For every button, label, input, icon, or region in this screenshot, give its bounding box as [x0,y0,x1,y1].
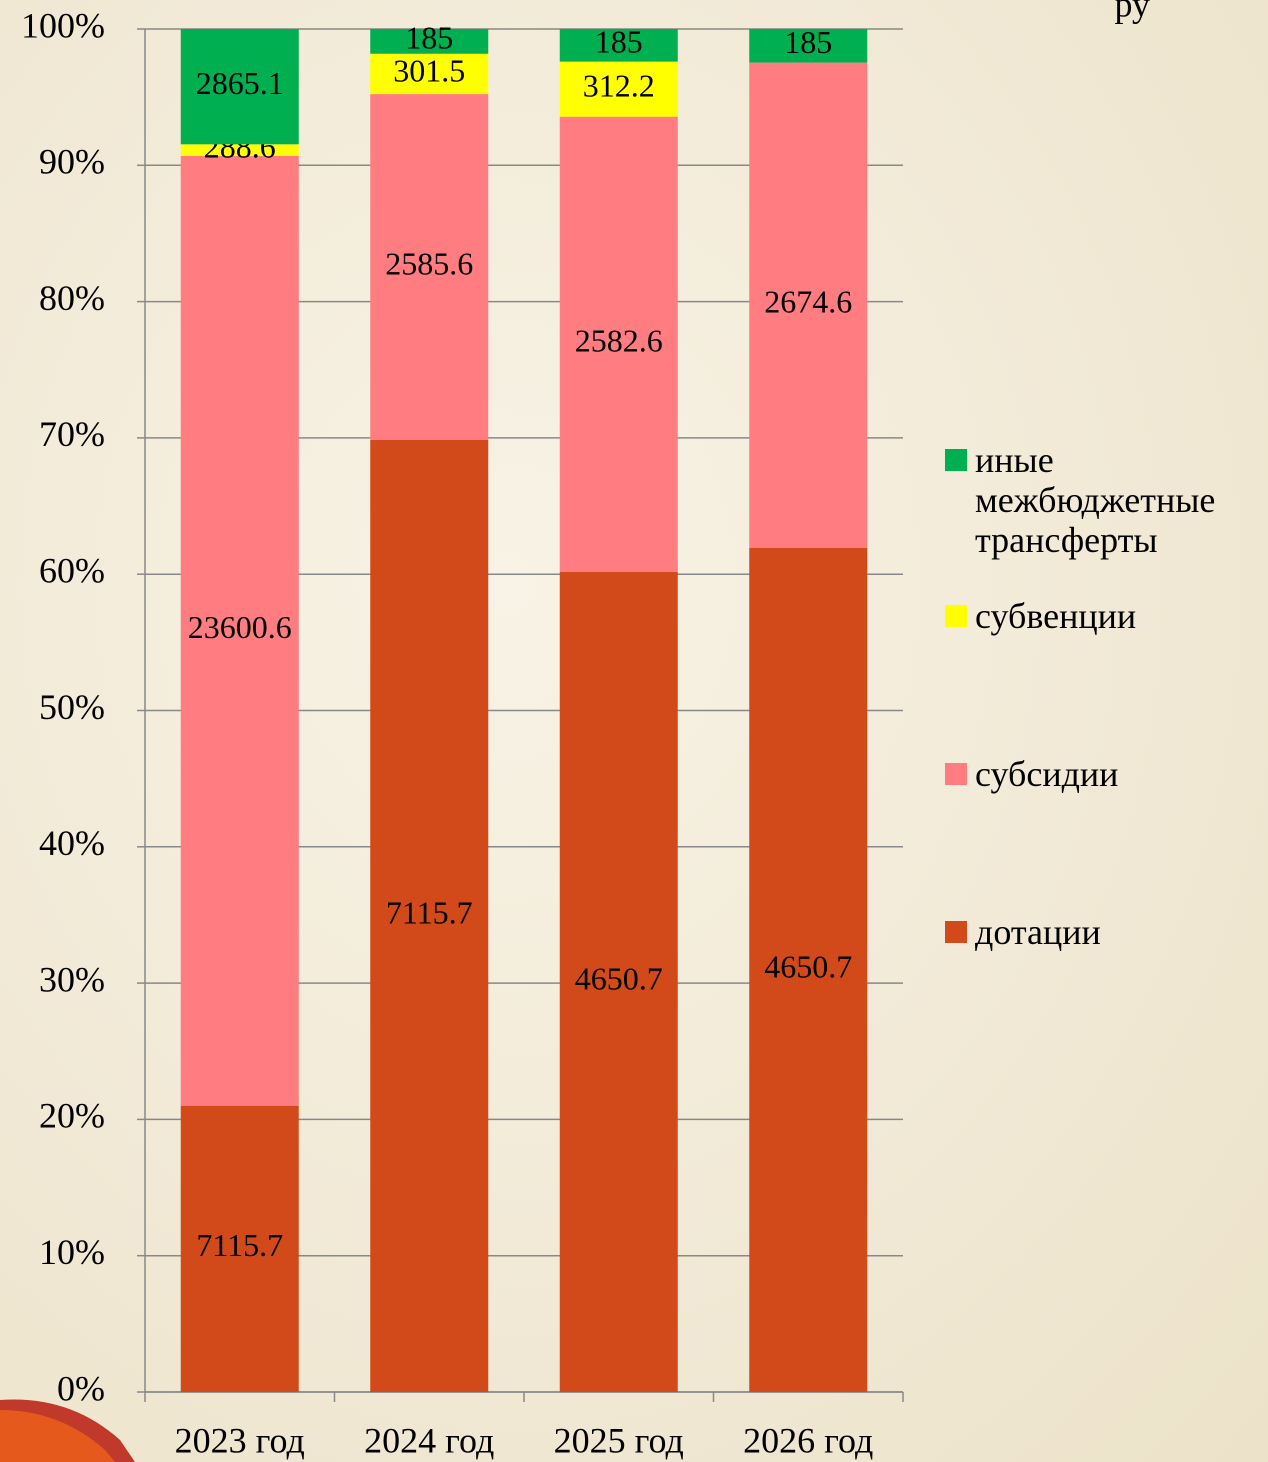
legend-item: иные межбюджетные трансферты [945,440,1255,560]
data-label: 2585.6 [385,245,473,281]
data-label: 7115.7 [196,1227,283,1263]
data-label: 2674.6 [764,284,852,320]
legend-item: субвенции [945,596,1255,636]
x-tick-label: 2023 год [175,1420,305,1460]
y-tick-label: 70% [39,414,105,454]
chart-title: ру [1114,0,1150,24]
legend-label: дотации [975,912,1255,952]
y-tick-label: 60% [39,550,105,590]
data-label: 185 [595,24,643,60]
x-tick-label: 2024 год [364,1420,494,1460]
legend-swatch [945,921,967,943]
y-tick-label: 40% [39,823,105,863]
y-tick-label: 80% [39,278,105,318]
x-tick-label: 2026 год [743,1420,873,1460]
legend-swatch [945,605,967,627]
slide: ру 0% 10% 20% 30% 40% 50% 60% 70% 80% 90% 100% 2023… [0,0,1268,1462]
data-label: 7115.7 [386,894,473,930]
data-label: 2865.1 [196,65,284,101]
y-tick-label: 30% [39,959,105,999]
legend-swatch [945,763,967,785]
legend-item: дотации [945,912,1255,952]
legend-label: субвенции [975,596,1255,636]
y-tick-label: 10% [39,1232,105,1272]
data-label: 2582.6 [575,323,663,359]
legend-label: иные межбюджетные трансферты [975,440,1255,560]
data-label: 4650.7 [764,948,852,984]
y-tick-label: 0% [57,1368,105,1408]
data-label: 23600.6 [188,609,292,645]
y-tick-label: 20% [39,1096,105,1136]
x-tick-label: 2025 год [554,1420,684,1460]
chart: ру 0% 10% 20% 30% 40% 50% 60% 70% 80% 90% 100% 2023… [0,0,1268,1462]
y-tick-label: 90% [39,142,105,182]
data-label: 4650.7 [575,960,663,996]
legend-label: субсидии [975,754,1255,794]
y-tick-label: 100% [21,5,105,45]
data-label: 185 [784,24,832,60]
y-tick-label: 50% [39,687,105,727]
legend-item: субсидии [945,754,1255,794]
data-label: 312.2 [583,67,655,103]
data-label: 185 [405,20,453,56]
data-label: 301.5 [393,52,465,88]
legend-swatch [945,449,967,471]
